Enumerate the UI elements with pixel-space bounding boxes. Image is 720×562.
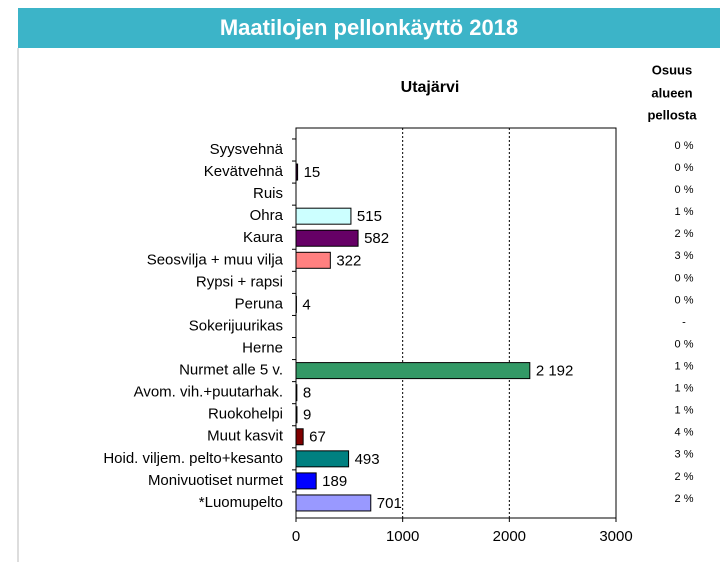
bar: [295, 207, 352, 225]
share-label: 1 %: [675, 361, 694, 373]
bar: [295, 428, 304, 446]
value-label: 4: [302, 296, 310, 313]
y-tick-label: Hoid. viljem. pelto+kesanto: [103, 450, 283, 467]
value-label: 2 192: [536, 363, 574, 380]
chart-title: Maatilojen pellonkäyttö 2018: [220, 15, 518, 40]
plot-frame: [295, 127, 617, 519]
y-tick-label: Syysvehnä: [210, 141, 284, 158]
value-label: 8: [303, 385, 311, 402]
share-label: 3 %: [675, 449, 694, 461]
y-tick-label: Peruna: [235, 295, 284, 312]
share-label: 1 %: [675, 405, 694, 417]
share-header: alueen: [651, 85, 692, 100]
share-header: pellosta: [647, 107, 697, 122]
share-label: 2 %: [675, 493, 694, 505]
bar: [295, 406, 298, 424]
bar: [295, 362, 531, 380]
value-label: 701: [377, 495, 402, 512]
share-label: 0 %: [675, 338, 694, 350]
y-tick-label: Herne: [242, 340, 283, 357]
y-tick-label: Sokerijuurikas: [189, 317, 283, 334]
bar: [295, 472, 317, 490]
value-label: 67: [309, 429, 326, 446]
share-label: 0 %: [675, 272, 694, 284]
share-label: 0 %: [675, 140, 694, 152]
y-tick-label: Avom. vih.+puutarhak.: [134, 384, 283, 401]
value-label: 189: [322, 473, 347, 490]
y-tick-label: Monivuotiset nurmet: [148, 472, 284, 489]
y-tick-label: Seosvilja + muu vilja: [147, 251, 284, 268]
bar: [295, 494, 372, 512]
y-tick-label: Ruokohelpi: [208, 406, 283, 423]
share-label: 2 %: [675, 228, 694, 240]
share-label: 3 %: [675, 250, 694, 262]
share-label: 0 %: [675, 162, 694, 174]
bar: [295, 450, 350, 468]
y-tick-label: Rypsi + rapsi: [196, 273, 283, 290]
value-label: 322: [336, 252, 361, 269]
y-tick-label: *Luomupelto: [199, 494, 283, 511]
y-tick-label: Nurmet alle 5 v.: [179, 362, 283, 379]
y-tick-label: Kevätvehnä: [204, 163, 284, 180]
share-label: 0 %: [675, 184, 694, 196]
x-tick-label: 3000: [599, 528, 632, 545]
share-header: Osuus: [652, 62, 692, 77]
share-label: 1 %: [675, 383, 694, 395]
bar: [295, 229, 359, 247]
share-label: 1 %: [675, 206, 694, 218]
share-label: -: [682, 316, 686, 328]
title-banner: [18, 8, 720, 48]
share-label: 2 %: [675, 471, 694, 483]
value-label: 493: [355, 451, 380, 468]
value-label: 582: [364, 230, 389, 247]
value-label: 9: [303, 407, 311, 424]
value-label: 15: [304, 164, 321, 181]
chart-subtitle: Utajärvi: [401, 79, 460, 96]
y-tick-label: Muut kasvit: [207, 428, 284, 445]
x-tick-label: 0: [292, 528, 300, 545]
bar: [295, 251, 331, 269]
x-tick-label: 2000: [493, 528, 526, 545]
y-tick-label: Ruis: [253, 185, 283, 202]
bar: [295, 163, 299, 181]
bar: [295, 384, 298, 402]
x-tick-label: 1000: [386, 528, 419, 545]
share-label: 4 %: [675, 427, 694, 439]
y-tick-label: Ohra: [250, 207, 284, 224]
share-label: 0 %: [675, 294, 694, 306]
y-tick-label: Kaura: [243, 229, 284, 246]
value-label: 515: [357, 208, 382, 225]
